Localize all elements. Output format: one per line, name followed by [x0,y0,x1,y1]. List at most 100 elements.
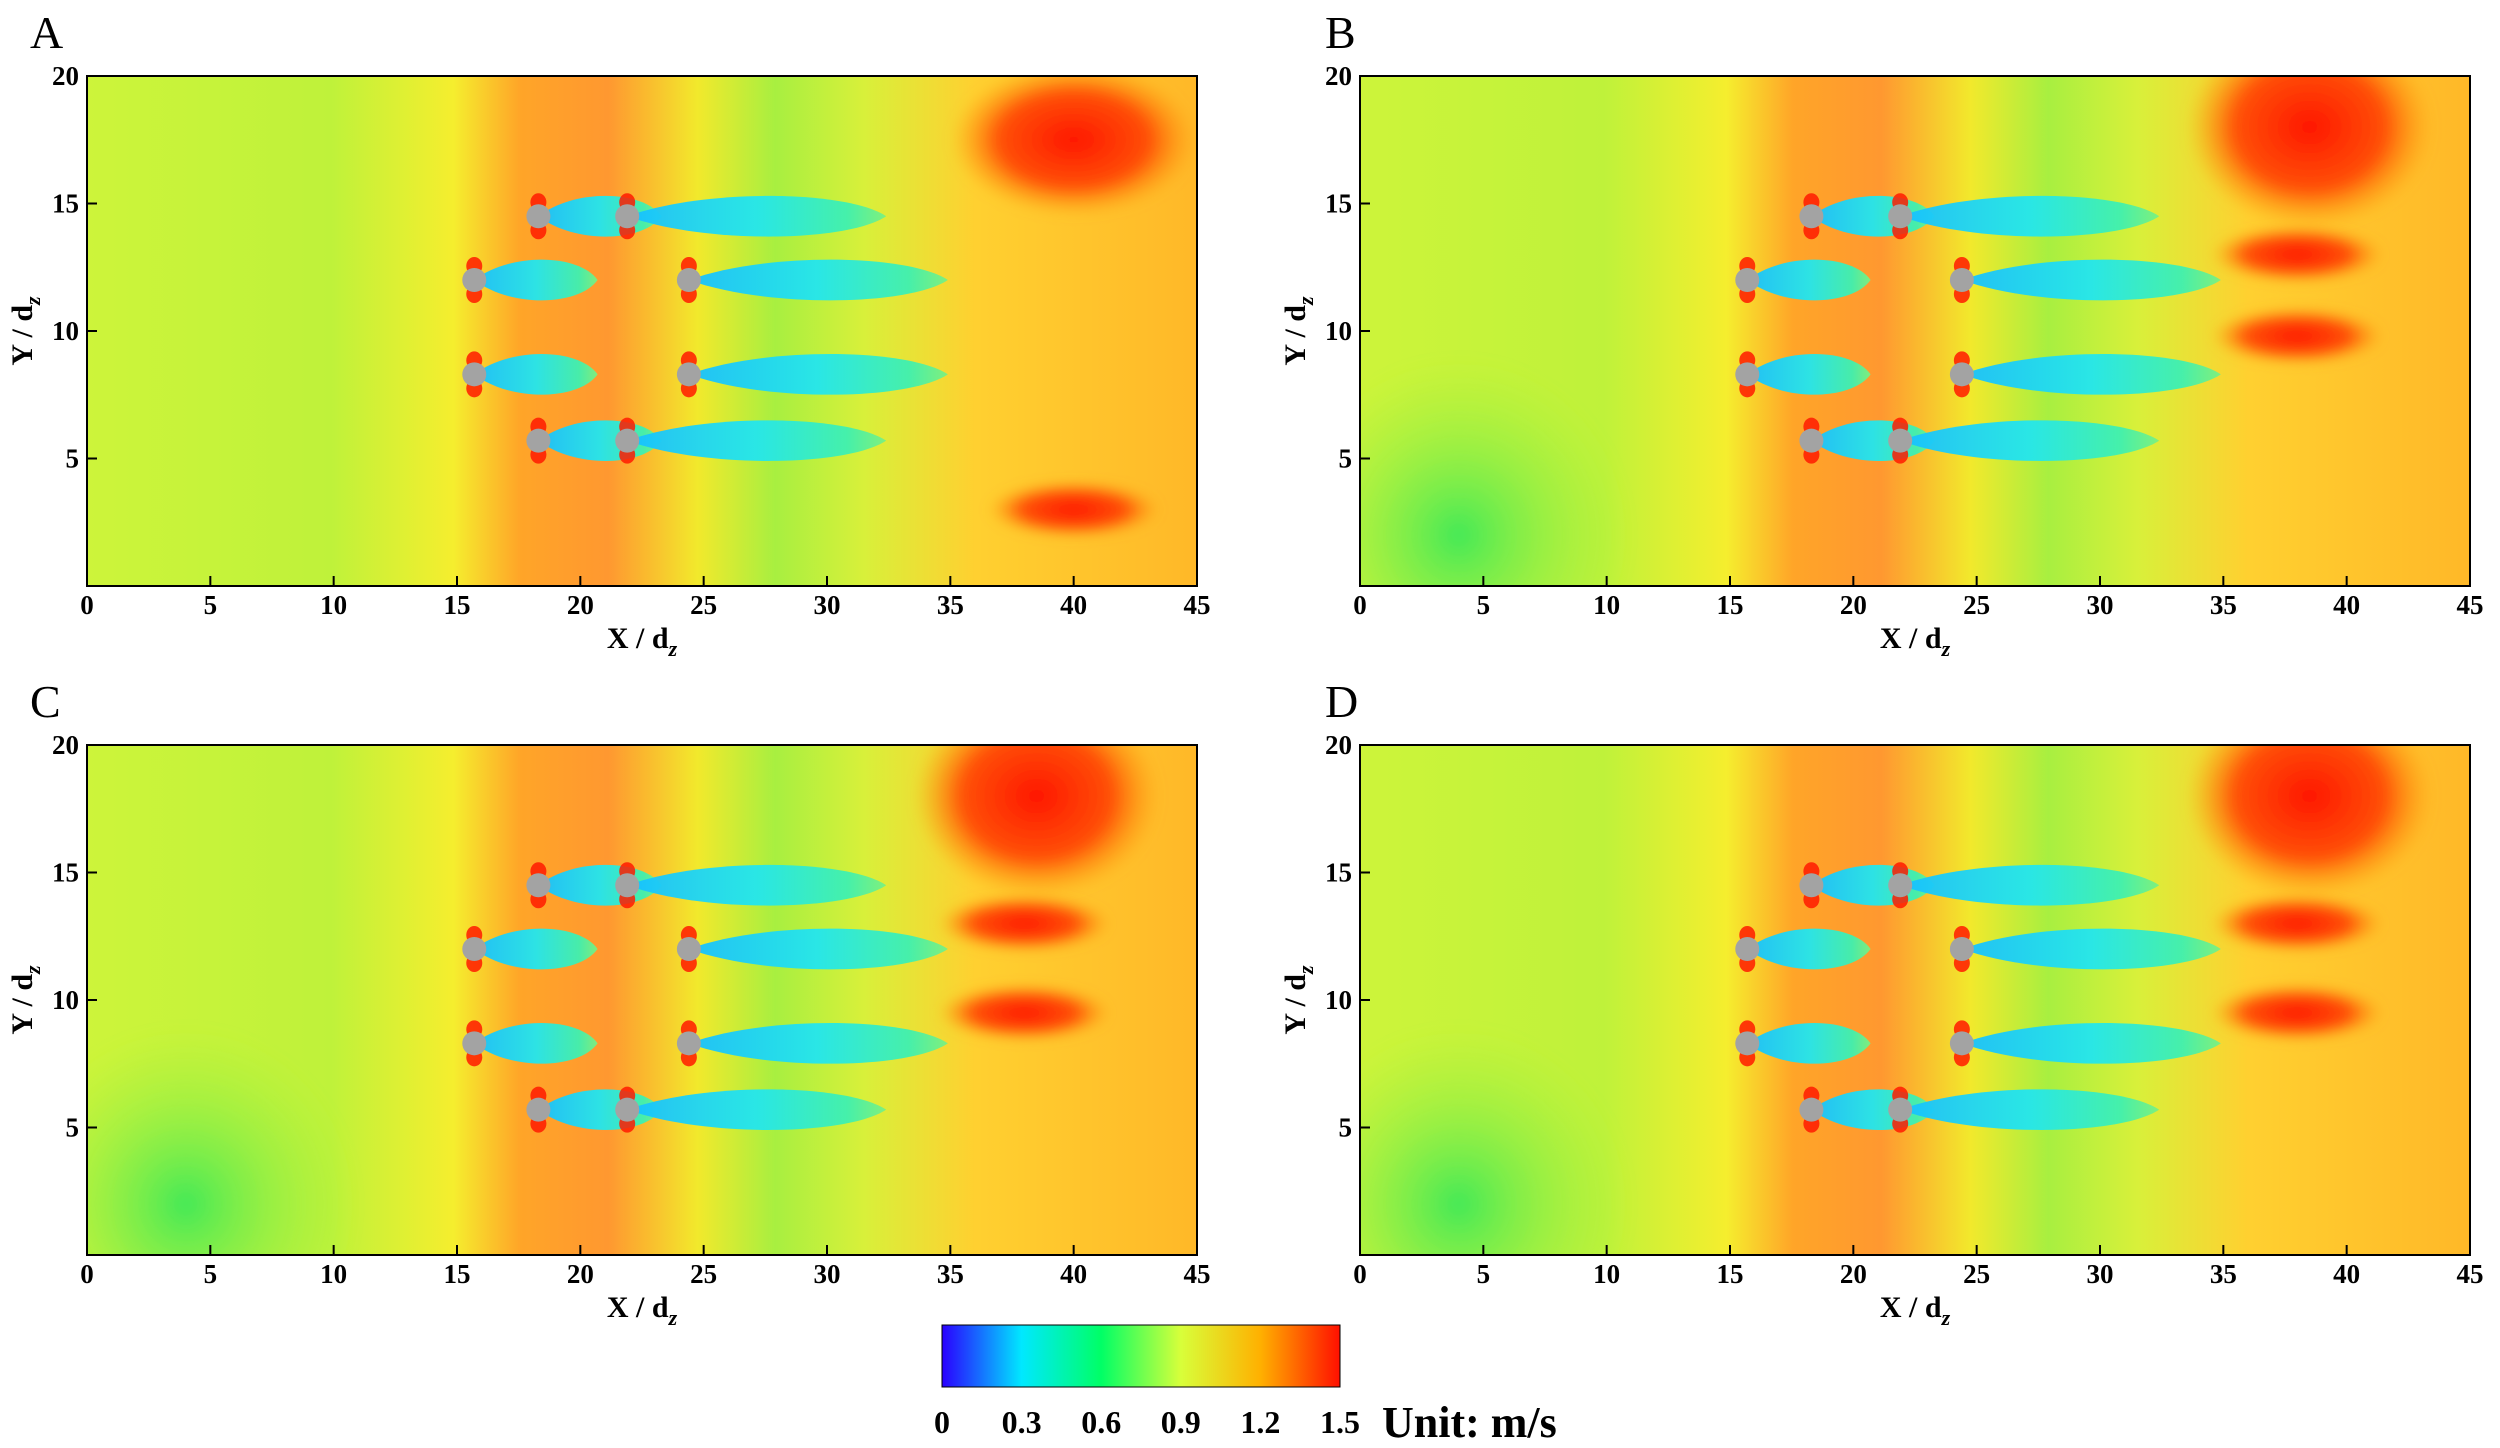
turbine-wake [1900,420,2160,461]
x-tick-label: 5 [204,1259,218,1289]
high-speed-region [2211,895,2384,952]
x-tick-label: 0 [80,1259,94,1289]
panel-letter: B [1325,7,1356,58]
low-speed-region [87,1025,359,1255]
x-tick-label: 35 [937,590,964,620]
x-tick-label: 5 [204,590,218,620]
turbine-wake [474,354,598,395]
turbine-wake [627,420,887,461]
turbine-wake [1900,864,2160,906]
x-tick-label: 10 [1593,590,1620,620]
high-speed-region [2186,745,2433,898]
x-tick-label: 35 [937,1259,964,1289]
turbine-marker [462,937,487,961]
x-tick-label: 0 [1353,1259,1367,1289]
velocity-field [87,745,1197,1255]
x-axis-label: X / dz [607,622,678,661]
turbine-marker [526,1097,551,1122]
x-tick-label: 25 [1963,590,1990,620]
turbine-wake [688,354,948,395]
y-tick-label: 10 [1325,316,1352,346]
low-speed-region [1360,1025,1632,1255]
x-tick-label: 30 [2087,590,2114,620]
y-tick-label: 20 [52,61,79,91]
turbine-marker [615,873,640,898]
turbine-marker [1735,1031,1760,1056]
panels-group: 0 5 10 15 20 25 30 35 40 45 5 10 15 20 X / dz Y / dz A 0 5… [6,7,2484,1330]
turbine-marker [1949,268,1974,292]
turbine-marker [1888,428,1913,453]
colorbar-tick-label: 0.6 [1081,1404,1121,1440]
x-tick-label: 15 [1717,1259,1744,1289]
turbine-wake [627,1089,887,1130]
turbine-wake [627,195,887,237]
turbine-marker [1799,204,1824,229]
panel-b: 0 5 10 15 20 25 30 35 40 45 5 10 15 20 X / dz Y / dz B [1279,7,2484,661]
low-speed-region [1360,356,1632,586]
x-tick-label: 20 [567,590,594,620]
turbine-marker [615,428,640,453]
turbine-wake [1747,1023,1871,1064]
turbine-wake [474,1023,598,1064]
x-tick-label: 0 [80,590,94,620]
x-tick-label: 5 [1477,590,1491,620]
y-tick-label: 20 [1325,61,1352,91]
turbine-marker [676,1031,701,1056]
panel-a: 0 5 10 15 20 25 30 35 40 45 5 10 15 20 X / dz Y / dz A [6,7,1211,661]
turbine-wake [627,864,887,906]
x-axis-label: X / dz [1880,1291,1951,1330]
panel-letter: D [1325,676,1358,727]
y-tick-label: 20 [52,730,79,760]
turbine-marker [1949,937,1974,961]
turbine-marker [1799,873,1824,898]
x-tick-label: 10 [320,590,347,620]
turbine-wake [1900,195,2160,237]
y-tick-label: 10 [1325,985,1352,1015]
x-tick-label: 45 [1184,590,1211,620]
y-axis-label: Y / dz [1279,296,1318,366]
turbine-marker [526,204,551,229]
turbine-marker [615,204,640,229]
colorbar-gradient [941,1324,1341,1388]
x-tick-label: 30 [2087,1259,2114,1289]
x-tick-label: 25 [690,1259,717,1289]
turbine-marker [1888,1097,1913,1122]
x-tick-label: 30 [814,590,841,620]
turbine-marker [1888,873,1913,898]
y-tick-label: 10 [52,316,79,346]
x-tick-label: 40 [2333,1259,2360,1289]
x-tick-label: 20 [1840,1259,1867,1289]
y-tick-label: 15 [52,858,79,888]
colorbar-tick-label: 0.3 [1002,1404,1042,1440]
x-tick-label: 40 [1060,590,1087,620]
turbine-wake [1961,928,2221,970]
x-tick-label: 40 [1060,1259,1087,1289]
y-tick-label: 5 [66,1113,80,1143]
velocity-field [1360,745,2470,1255]
turbine-marker [526,428,551,453]
panel-c: 0 5 10 15 20 25 30 35 40 45 5 10 15 20 X / dz Y / dz C [6,676,1211,1330]
high-speed-region [2211,226,2384,283]
x-tick-label: 15 [1717,590,1744,620]
turbine-wake [1961,354,2221,395]
turbine-marker [1949,362,1974,387]
high-speed-region [913,745,1160,898]
x-tick-label: 35 [2210,1259,2237,1289]
high-speed-region [2211,308,2384,365]
turbine-wake [1747,928,1871,970]
colorbar-tick-label: 1.5 [1320,1404,1360,1440]
colorbar-tick-label: 0.9 [1161,1404,1201,1440]
x-tick-label: 15 [444,1259,471,1289]
colorbar: 0 0.3 0.6 0.9 1.2 1.5 Unit: m/s [934,1324,1557,1447]
y-tick-label: 10 [52,985,79,1015]
panel-letter: C [30,676,61,727]
x-axis-label: X / dz [1880,622,1951,661]
x-tick-label: 25 [1963,1259,1990,1289]
x-tick-label: 35 [2210,590,2237,620]
panel-d: 0 5 10 15 20 25 30 35 40 45 5 10 15 20 X / dz Y / dz D [1279,676,2484,1330]
turbine-marker [526,873,551,898]
panel-letter: A [30,7,63,58]
high-speed-region [938,895,1111,952]
velocity-field [87,76,1197,586]
